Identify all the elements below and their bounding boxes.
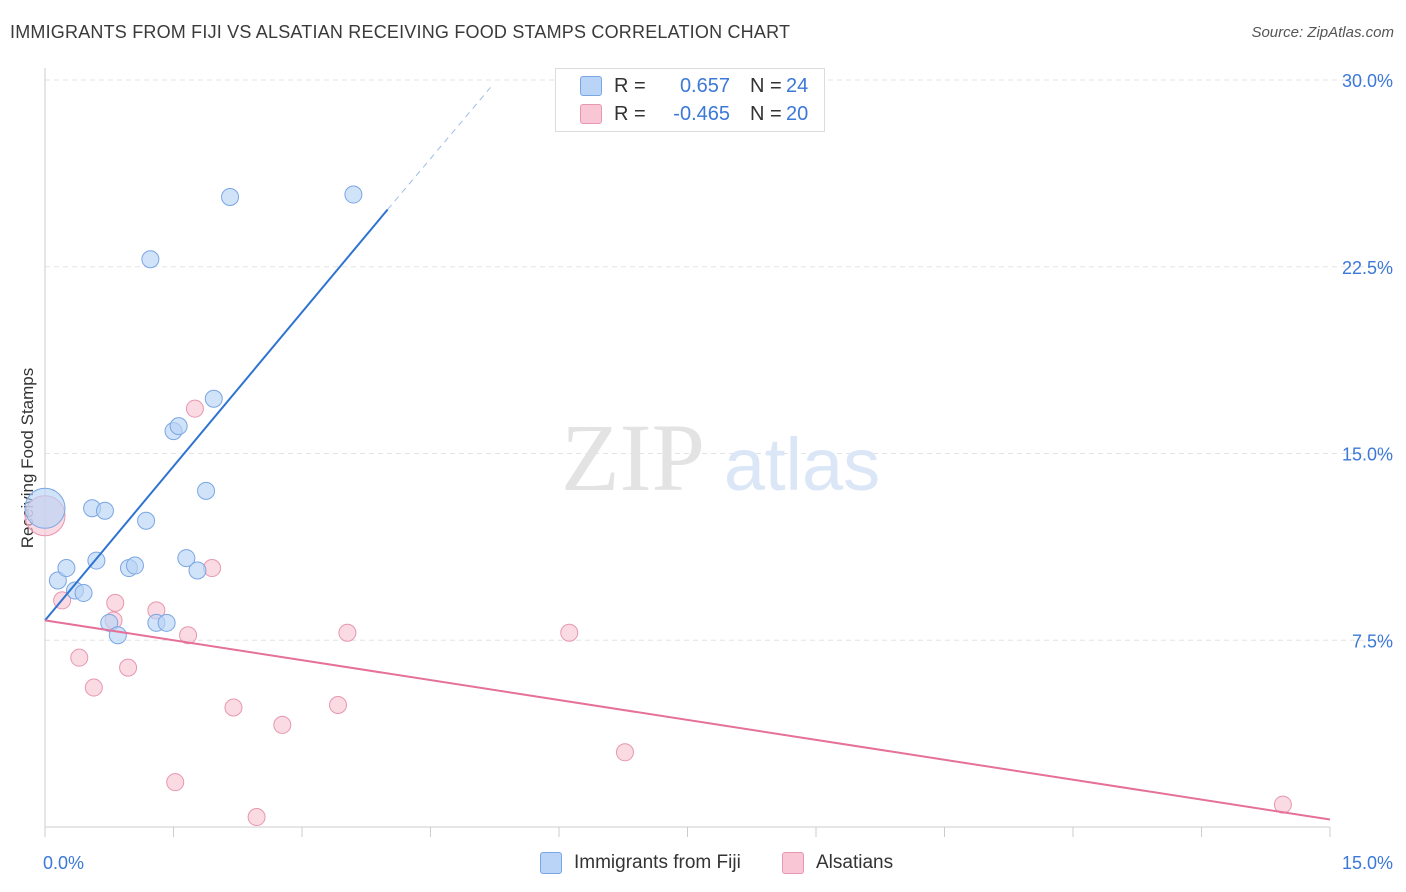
legend-item-alsatians[interactable]: Alsatians <box>782 852 893 874</box>
alsatian-point <box>273 715 292 734</box>
fiji-trend-line <box>44 208 389 621</box>
watermark-zip: ZIP <box>561 404 705 511</box>
x-tick-label: 15.0% <box>1342 853 1393 873</box>
fiji-point <box>169 417 188 436</box>
fiji-point <box>100 613 119 632</box>
legend-swatch-fiji <box>580 76 602 96</box>
alsatian-point <box>247 808 266 827</box>
alsatian-point <box>70 648 89 667</box>
alsatian-point <box>84 678 103 697</box>
y-tick-label: 30.0% <box>1342 71 1393 91</box>
source-label: Source: ZipAtlas.com <box>1251 24 1394 41</box>
fiji-point <box>221 188 240 207</box>
alsatian-point <box>106 593 125 612</box>
fiji-point <box>177 549 196 568</box>
alsatian-point <box>119 658 138 677</box>
correlation-legend: R = 0.657 N = 24 R = -0.465 N = 20 <box>555 68 825 132</box>
legend-n-value: 20 <box>786 102 809 125</box>
legend-label-fiji: Immigrants from Fiji <box>574 852 741 873</box>
legend-n-value: 24 <box>786 74 809 97</box>
chart-title: IMMIGRANTS FROM FIJI VS ALSATIAN RECEIVI… <box>10 22 791 42</box>
alsatian-point <box>328 695 347 714</box>
legend-r-value: 0.657 <box>679 74 730 97</box>
legend-r-label: R = <box>614 74 646 97</box>
fiji-point <box>197 481 216 500</box>
fiji-point <box>57 559 76 578</box>
fiji-point <box>125 556 144 575</box>
legend-n-label: N = <box>750 74 782 97</box>
fiji-point <box>141 250 160 269</box>
alsatian-point <box>179 626 198 645</box>
alsatian-point <box>185 399 204 418</box>
fiji-point <box>204 389 223 408</box>
alsatian-point <box>338 623 357 642</box>
x-tick-label: 0.0% <box>43 853 84 873</box>
legend-row-fiji: R = 0.657 N = 24 <box>580 73 808 99</box>
legend-row-alsatians: R = -0.465 N = 20 <box>580 101 808 127</box>
fiji-point <box>137 511 156 530</box>
fiji-point <box>24 487 66 529</box>
y-tick-label: 22.5% <box>1342 258 1393 278</box>
fiji-point <box>74 583 93 602</box>
legend-swatch-fiji <box>540 852 562 874</box>
alsatian-point <box>224 698 243 717</box>
fiji-point <box>108 626 127 645</box>
alsatian-trend-line <box>44 619 1331 821</box>
fiji-point <box>157 613 176 632</box>
series-legend: Immigrants from Fiji Alsatians <box>0 852 1406 878</box>
fiji-point <box>344 185 363 204</box>
y-tick-label: 7.5% <box>1352 631 1393 651</box>
fiji-trend-extension <box>387 87 491 210</box>
fiji-point <box>95 501 114 520</box>
alsatian-point <box>615 743 634 762</box>
legend-n-label: N = <box>750 102 782 125</box>
y-tick-label: 15.0% <box>1342 445 1393 465</box>
fiji-point <box>188 561 207 580</box>
alsatian-point <box>560 623 579 642</box>
legend-swatch-alsatians <box>782 852 804 874</box>
watermark-atlas: atlas <box>724 423 880 506</box>
fiji-point <box>48 571 67 590</box>
legend-r-label: R = <box>614 102 646 125</box>
legend-label-alsatians: Alsatians <box>816 852 894 873</box>
legend-item-fiji[interactable]: Immigrants from Fiji <box>540 852 741 874</box>
legend-swatch-alsatians <box>580 104 602 124</box>
legend-r-value: -0.465 <box>673 102 730 125</box>
alsatian-point <box>166 773 185 792</box>
